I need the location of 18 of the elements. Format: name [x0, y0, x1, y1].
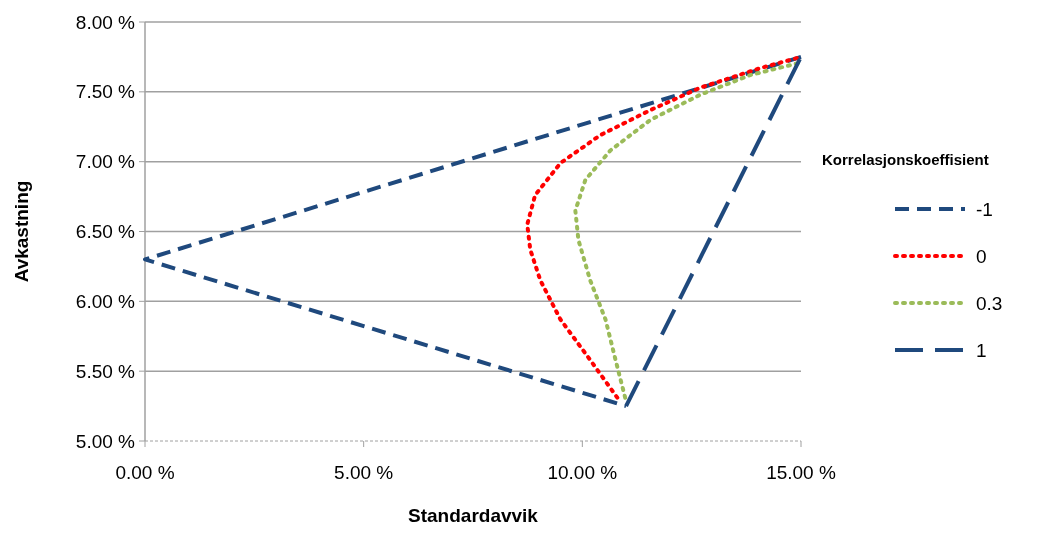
y-tick-label: 5.00 % [75, 430, 136, 452]
y-tick-label: 5.50 % [75, 360, 136, 382]
y-tick-label: 7.50 % [75, 81, 136, 103]
x-axis-title: Standardavvik [408, 505, 539, 526]
legend-label: -1 [976, 198, 993, 220]
y-tick-label: 6.00 % [75, 290, 136, 312]
legend-title: Korrelasjonskoeffisient [822, 151, 989, 168]
legend-label: 1 [976, 339, 987, 361]
y-axis-title: Avkastning [11, 180, 32, 283]
legend-label: 0.3 [976, 292, 1003, 314]
x-tick-label: 0.00 % [115, 462, 175, 483]
y-tick-label: 6.50 % [75, 221, 136, 243]
y-tick-label: 7.00 % [75, 151, 136, 173]
x-tick-label: 10.00 % [547, 462, 618, 483]
legend-label: 0 [976, 245, 987, 267]
x-tick-label: 5.00 % [334, 462, 394, 483]
y-tick-label: 8.00 % [75, 11, 136, 33]
x-tick-label: 15.00 % [766, 462, 836, 483]
